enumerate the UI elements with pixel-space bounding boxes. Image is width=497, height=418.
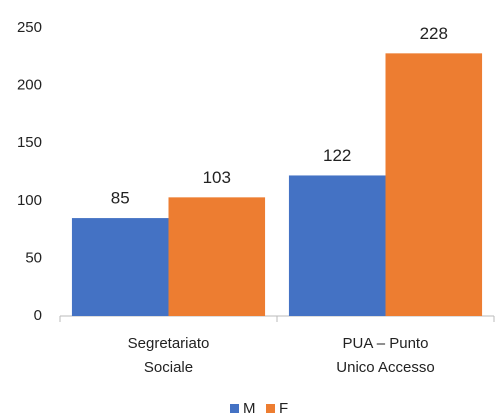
data-label: 122 [323,146,351,165]
x-tick-label: PUA – Punto [343,335,429,352]
bar [71,218,169,316]
y-tick-label: 0 [34,307,42,324]
x-tick-label: Segretariato [128,335,210,352]
y-tick-label: 50 [25,249,42,266]
legend-label: M [243,400,256,417]
y-tick-label: 150 [17,134,42,151]
data-label: 228 [420,24,448,43]
data-label: 103 [203,168,231,187]
bar [168,197,266,316]
y-tick-label: 250 [17,19,42,36]
legend-swatch [230,404,239,413]
x-tick-label: Sociale [144,359,193,376]
legend-swatch [266,404,275,413]
bar [288,175,386,316]
bar [385,53,483,317]
x-tick-label: Unico Accesso [336,359,434,376]
y-tick-label: 100 [17,192,42,209]
data-label: 85 [111,189,130,208]
y-tick-label: 200 [17,77,42,94]
legend-label: F [279,400,288,417]
